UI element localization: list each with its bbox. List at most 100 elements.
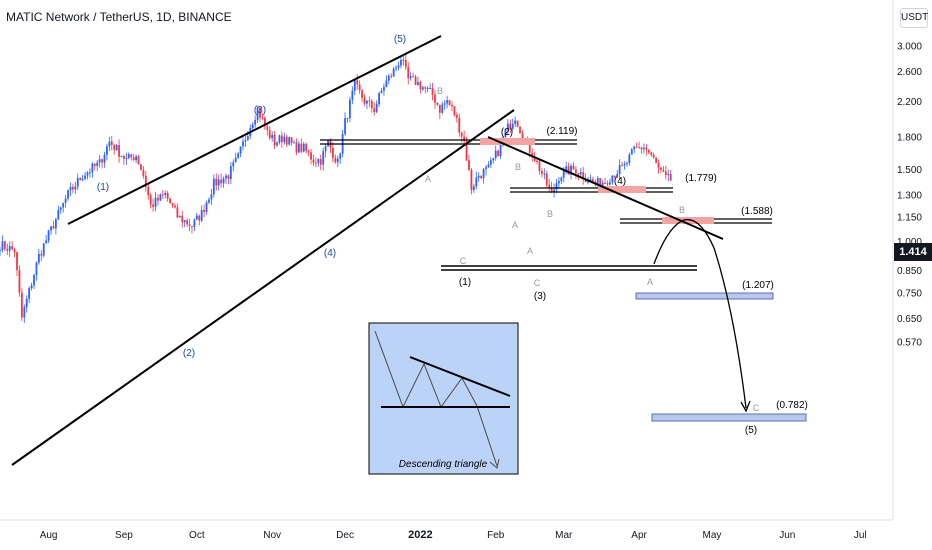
- candle-body: [368, 100, 371, 102]
- minor-label-c3: C: [534, 278, 541, 288]
- candle-body: [623, 163, 626, 166]
- candle-body: [349, 99, 351, 119]
- candle-body: [171, 203, 174, 206]
- y-tick-label: 0.650: [897, 314, 922, 325]
- analysis-drawings: [11, 35, 807, 466]
- candle-body: [472, 186, 475, 191]
- candle-body: [424, 87, 427, 89]
- wave-label-3: (3): [254, 105, 266, 116]
- candle-body: [30, 285, 33, 289]
- candle-body: [35, 262, 38, 276]
- candle-body: [475, 177, 478, 187]
- candle-body: [373, 108, 376, 112]
- candle-body: [555, 183, 558, 190]
- candle-body: [579, 172, 582, 175]
- candle-body: [222, 178, 225, 184]
- projection-arrowhead: [740, 400, 751, 413]
- candle-body: [210, 194, 213, 200]
- candle-body: [334, 157, 337, 163]
- candle-body: [191, 226, 193, 228]
- candle-body: [91, 163, 94, 173]
- candle-body: [599, 178, 602, 188]
- candle-body: [181, 215, 184, 223]
- currency-button[interactable]: USDT: [900, 8, 928, 28]
- candle-body: [361, 90, 363, 98]
- candle-body: [383, 86, 385, 91]
- candle-body: [633, 146, 636, 150]
- candle-body: [169, 198, 171, 204]
- candle-body: [203, 209, 206, 212]
- candle-body: [220, 179, 223, 184]
- candle-body: [635, 146, 638, 148]
- candle-body: [242, 141, 244, 147]
- candle-body: [183, 220, 186, 223]
- candle-body: [609, 182, 611, 185]
- candle-body: [23, 307, 26, 318]
- candle-body: [50, 226, 52, 231]
- y-tick-label: 3.000: [897, 42, 922, 53]
- candle-body: [336, 158, 339, 163]
- candle-body: [13, 249, 16, 253]
- candle-body: [229, 166, 232, 179]
- candle-body: [147, 187, 150, 196]
- y-tick-labels: 3.000 2.600 2.200 1.800 1.500 1.300 1.150 1.000…: [897, 42, 922, 349]
- candle-body: [108, 141, 111, 147]
- x-tick-label: Mar: [555, 530, 573, 541]
- candle-body: [553, 189, 555, 192]
- y-tick-label: 0.850: [897, 266, 922, 277]
- candle-body: [178, 215, 181, 218]
- candle-body: [154, 197, 157, 207]
- candle-body: [110, 141, 113, 146]
- candle-body: [392, 68, 395, 77]
- candle-body: [409, 76, 412, 79]
- candle-body: [263, 117, 266, 127]
- channel-lower-line: [11, 109, 515, 466]
- candle-body: [657, 162, 660, 168]
- candle-body: [120, 156, 123, 158]
- candle-body: [212, 178, 215, 195]
- wave-label-1: (1): [97, 182, 109, 193]
- candle-body: [494, 150, 497, 159]
- candle-body: [290, 137, 293, 143]
- candle-body: [628, 154, 631, 164]
- candle-body: [643, 147, 645, 150]
- candle-body: [630, 149, 633, 155]
- candle-body: [487, 164, 490, 168]
- x-tick-label: Dec: [336, 530, 354, 541]
- candle-body: [259, 107, 261, 118]
- candle-body: [276, 142, 278, 146]
- candle-body: [164, 193, 167, 195]
- candle-body: [332, 147, 334, 158]
- zone-1588-red: [662, 217, 714, 224]
- descending-trend-line: [487, 136, 724, 240]
- x-tick-label: Feb: [487, 530, 505, 541]
- y-tick-label: 1.150: [897, 212, 922, 223]
- minor-label-a2: A: [512, 220, 518, 230]
- y-tick-label: 2.200: [897, 97, 922, 108]
- candle-body: [434, 94, 436, 103]
- y-tick-label: 2.600: [897, 67, 922, 78]
- candle-body: [390, 75, 393, 77]
- x-tick-label: Jun: [779, 530, 795, 541]
- candle-body: [0, 250, 1, 252]
- candle-body: [293, 142, 295, 144]
- candle-body: [200, 209, 203, 221]
- wave-label-4b: (4): [614, 176, 626, 187]
- candle-body: [558, 181, 560, 184]
- candle-body: [346, 118, 349, 120]
- candle-body: [499, 141, 502, 157]
- candle-body: [96, 162, 99, 166]
- candle-body: [565, 166, 568, 170]
- candle-body: [25, 298, 28, 308]
- candle-body: [606, 183, 609, 185]
- candle-body: [380, 90, 383, 94]
- candle-body: [660, 167, 662, 170]
- candle-body: [560, 177, 563, 182]
- minor-label-a4: A: [647, 277, 653, 287]
- candle-body: [451, 104, 453, 107]
- candle-body: [419, 81, 422, 90]
- candle-body: [300, 143, 303, 152]
- candle-body: [655, 157, 657, 163]
- candle-body: [174, 205, 176, 208]
